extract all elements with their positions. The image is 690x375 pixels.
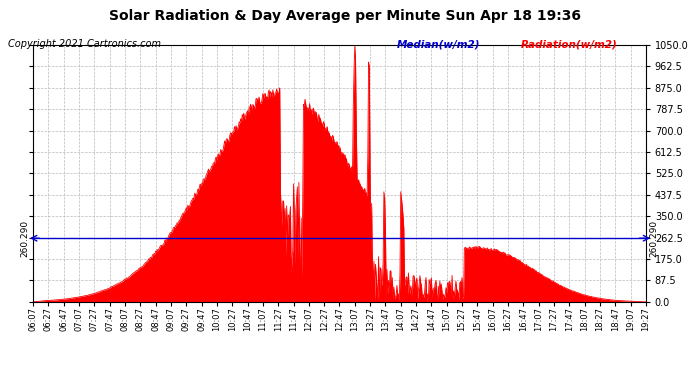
Text: Radiation(w/m2): Radiation(w/m2) <box>521 39 618 50</box>
Text: Median(w/m2): Median(w/m2) <box>397 39 480 50</box>
Text: Copyright 2021 Cartronics.com: Copyright 2021 Cartronics.com <box>8 39 161 50</box>
Text: 260.290: 260.290 <box>21 220 30 257</box>
Text: 260.290: 260.290 <box>649 220 658 257</box>
Text: Solar Radiation & Day Average per Minute Sun Apr 18 19:36: Solar Radiation & Day Average per Minute… <box>109 9 581 23</box>
